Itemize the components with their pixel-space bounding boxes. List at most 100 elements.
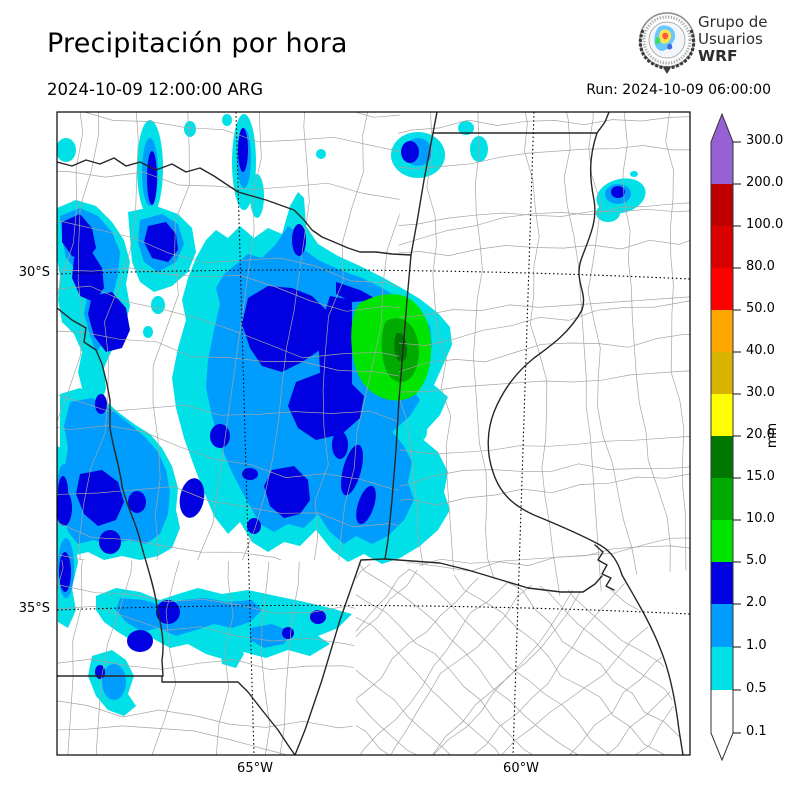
province-boundary [109,427,164,677]
colorbar-tick-label: 10.0 [746,511,775,526]
colorbar-tick-label: 15.0 [746,469,775,484]
province-boundary [384,558,603,593]
colorbar-segment [711,310,733,352]
colorbar-segment [711,562,733,604]
precip-blob [310,610,326,624]
colorbar-tick-label: 80.0 [746,259,775,274]
department-boundaries-zone [57,560,356,755]
precip-blob [128,491,146,513]
precip-blob [220,642,244,668]
valid-time-label: 2024-10-09 12:00:00 ARG [47,80,264,99]
colorbar-segment [711,352,733,394]
logo-mini-map [654,25,676,51]
logo-text: Grupo de Usuarios WRF [698,14,768,65]
precip-blob [179,478,205,518]
precip-blob [210,424,230,448]
precip-blob [316,149,326,159]
colorbar-tick-label: 0.5 [746,681,767,696]
colorbar-tick-label: 200.0 [746,175,784,190]
graticule-layer [57,112,690,755]
river-parana-and-coast [487,132,684,755]
precip-blob [630,171,638,177]
colorbar-tick-label: 50.0 [746,301,775,316]
colorbar-segment [711,226,733,268]
laurel-ribbon [663,66,671,74]
precip-blob [197,262,213,274]
colorbar-segment [711,184,733,226]
precip-blob [250,624,292,648]
run-time-label: Run: 2024-10-09 06:00:00 [586,82,771,98]
colorbar-tick-label: 100.0 [746,217,784,232]
precip-blob [95,394,107,414]
colorbar-tick-label: 40.0 [746,343,775,358]
colorbar-tick-label: 0.1 [746,724,767,739]
colorbar-segment [711,520,733,562]
precip-blob [88,292,130,352]
colorbar-segment [711,604,733,647]
colorbar-segment [711,394,733,436]
colorbar-extend-below-arrow [711,733,733,760]
precip-blob [417,422,427,440]
colorbar-tick-label: 20.0 [746,427,775,442]
colorbar-tick-label: 2.0 [746,595,767,610]
page-title: Precipitación por hora [47,28,348,59]
colorbar-segment [711,647,733,690]
colorbar-segment [711,478,733,520]
precip-blob [222,114,232,126]
precip-blob [242,468,258,480]
precip-blob [247,518,261,534]
colorbar-extend-above-arrow [711,114,733,142]
colorbar-tick-label: 300.0 [746,133,784,148]
province-boundaries-layer [57,112,684,755]
logo-text-line2: Usuarios [698,30,763,48]
precip-blob [151,296,165,314]
lat-label-30S: 30°S [18,265,50,280]
precip-blob [332,431,348,459]
province-boundary [57,157,412,256]
precip-blob [64,398,170,546]
colorbar-tick-label: 30.0 [746,385,775,400]
lon-label-65W: 65°W [237,761,273,776]
precip-blob [242,286,330,372]
province-boundary [384,112,438,560]
precip-blob [156,600,180,624]
laurel-left [638,29,668,70]
precip-blob [282,627,294,639]
precip-blob [143,326,153,338]
precip-blob [144,222,178,262]
precip-blob [318,296,352,400]
colorbar-unit-label: mm [765,422,781,449]
precip-blob [264,466,310,518]
gridline-65W [235,112,255,755]
precip-contour-5mm-layer [351,294,432,401]
colorbar-segment [711,142,733,184]
lat-label-35S: 35°S [18,601,50,616]
precip-blob [386,487,410,529]
colorbar [710,112,741,762]
map-frame [56,111,691,756]
colorbar-segment [711,436,733,478]
colorbar-segment [711,690,733,733]
precip-contour-2mm-layer [57,128,625,679]
colorbar-segment [711,268,733,310]
province-boundary [294,558,386,755]
province-boundary [57,307,111,429]
precip-blob [76,470,124,526]
precip-blob [58,476,68,508]
precip-blob [402,472,438,528]
precip-blob [184,121,196,137]
precip-blob [341,444,363,496]
wrf-users-group-logo [638,12,696,74]
precip-blob [99,530,121,554]
colorbar-tick-label: 5.0 [746,553,767,568]
precip-blob [611,186,625,198]
precip-blob [72,252,104,302]
precip-blob [102,664,126,700]
precip-blob [127,630,153,652]
logo-text-line1: Grupo de [698,13,768,31]
precip-blob [147,151,157,205]
precip-blob [401,141,419,163]
laurel-right [666,29,696,70]
logo-text-wrf: WRF [698,47,738,65]
